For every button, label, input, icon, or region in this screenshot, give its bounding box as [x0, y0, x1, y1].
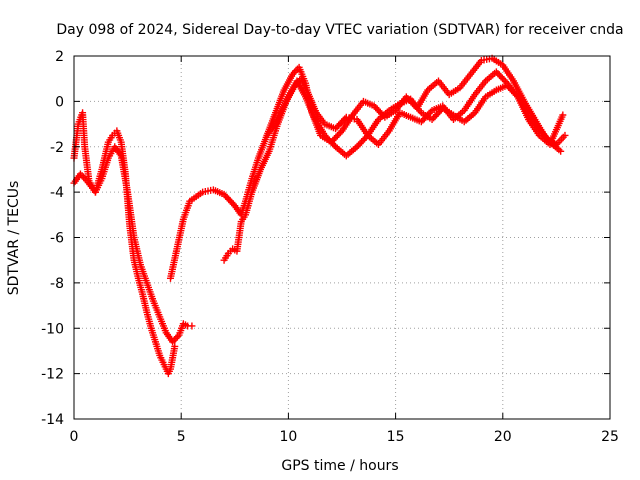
data-point-interp [372, 104, 380, 112]
data-point-interp [336, 120, 344, 128]
data-point-interp [362, 133, 370, 141]
data-point [370, 102, 378, 110]
data-point-interp [355, 141, 363, 149]
y-tick-label: -12 [41, 367, 64, 383]
data-point-interp [322, 133, 330, 141]
x-tick-label: 25 [601, 429, 619, 445]
data-point [353, 143, 361, 151]
series-track-e [263, 77, 567, 160]
data-point [503, 81, 511, 89]
data-point-interp [228, 198, 236, 206]
data-point-interp [338, 118, 346, 126]
data-point [561, 131, 569, 139]
data-point-interp [500, 76, 508, 84]
data-point-interp [511, 90, 519, 98]
data-point-interp [430, 114, 438, 122]
data-point-interp [333, 132, 341, 140]
data-point [220, 190, 228, 198]
y-tick-label: 0 [55, 94, 64, 110]
data-point-interp [427, 108, 435, 116]
data-point-interp [375, 107, 383, 115]
data-point-interp [80, 173, 88, 181]
data-point [559, 111, 567, 119]
y-tick-label: -10 [41, 321, 64, 337]
data-point-interp [361, 135, 369, 143]
chart-title: Day 098 of 2024, Sidereal Day-to-day VTE… [56, 22, 623, 38]
x-axis-title: GPS time / hours [281, 458, 398, 474]
data-point-interp [433, 111, 441, 119]
x-tick-label: 10 [279, 429, 297, 445]
series-track-a [70, 109, 179, 378]
data-point-interp [223, 194, 231, 202]
y-tick-label: -6 [50, 231, 64, 247]
data-point-interp [226, 197, 234, 205]
data-point-interp [508, 86, 516, 94]
data-point-interp [225, 195, 233, 203]
x-tick-label: 0 [70, 429, 79, 445]
x-tick-label: 20 [494, 429, 512, 445]
data-point-interp [436, 107, 444, 115]
data-point-interp [495, 71, 503, 79]
data-point [321, 131, 329, 139]
data-point-interp [292, 67, 300, 75]
data-point-interp [373, 105, 381, 113]
data-point-interp [172, 334, 180, 342]
data-point [557, 147, 565, 155]
data-point-interp [324, 135, 332, 143]
data-point-interp [431, 112, 439, 120]
data-point-interp [332, 133, 340, 141]
data-point-interp [419, 116, 427, 124]
data-point [332, 125, 340, 133]
data-point [171, 342, 179, 350]
series-track-b [70, 143, 196, 346]
y-tick-label: -8 [50, 276, 64, 292]
series-track-d [220, 68, 565, 264]
data-point-interp [359, 136, 367, 144]
data-point-interp [341, 115, 349, 123]
data-point-interp [339, 116, 347, 124]
data-point-interp [509, 88, 517, 96]
x-tick-label: 5 [177, 429, 186, 445]
data-point-interp [356, 140, 364, 148]
y-tick-label: 2 [55, 49, 64, 65]
data-point-interp [358, 138, 366, 146]
data-point-interp [497, 73, 505, 81]
data-point-interp [336, 128, 344, 136]
data-point-interp [335, 121, 343, 129]
data-point-interp [330, 141, 338, 149]
data-point-interp [434, 109, 442, 117]
x-tick-label: 15 [387, 429, 405, 445]
data-point-interp [222, 192, 230, 200]
data-point-interp [327, 138, 335, 146]
data-point-interp [506, 85, 514, 93]
data-point-interp [494, 70, 502, 78]
data-point-interp [335, 130, 343, 138]
data-point [188, 322, 196, 330]
data-points [70, 54, 569, 378]
data-point-interp [333, 123, 341, 131]
data-point [492, 68, 500, 76]
data-point-interp [505, 83, 513, 91]
data-point-interp [329, 140, 337, 148]
y-tick-label: -14 [41, 412, 64, 428]
axis-ticks: 0 5 10 15 20 25 -14 -12 -10 -8 -6 -4 -2 0 2 [41, 49, 619, 445]
y-tick-label: -4 [50, 185, 64, 201]
data-point-interp [512, 91, 520, 99]
data-point-interp [325, 136, 333, 144]
data-point [428, 116, 436, 124]
data-point [417, 118, 425, 126]
y-axis-title: SDTVAR / TECUs [6, 181, 22, 296]
data-point-interp [498, 74, 506, 82]
y-tick-label: -2 [50, 140, 64, 156]
